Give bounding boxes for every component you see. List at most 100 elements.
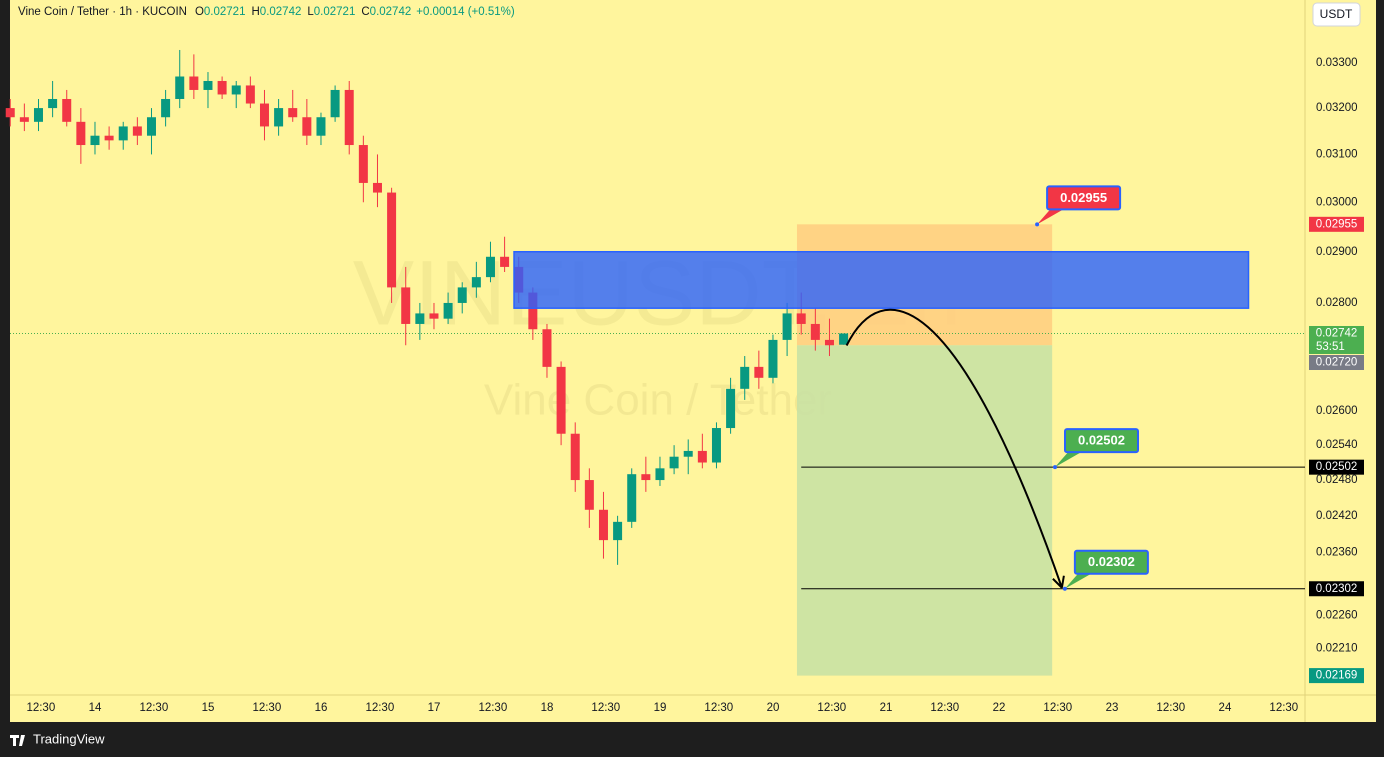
candle-body [655, 468, 665, 481]
x-tick-label: 21 [880, 702, 893, 714]
y-tick-label: 0.02420 [1316, 510, 1358, 522]
candle-body [90, 135, 100, 146]
brand-logo [10, 735, 25, 746]
price-label-box [1309, 459, 1364, 475]
candle-body [344, 89, 354, 146]
candle-body [528, 292, 538, 330]
x-tick-label: 22 [993, 702, 1006, 714]
candle-body [457, 287, 467, 303]
currency-button[interactable] [1312, 2, 1361, 27]
axis-layer: 0.03300 0.03200 0.03100 0.03000 0.02900 0.028… [26, 57, 1364, 714]
y-tick-label: 0.03300 [1316, 57, 1358, 69]
y-tick-label: 0.02260 [1316, 610, 1358, 622]
candle-body [429, 313, 439, 319]
candle-body [231, 85, 241, 95]
y-tick-label: 0.03200 [1316, 102, 1358, 114]
x-tick-label: 12:30 [365, 702, 394, 714]
candle-body [146, 117, 156, 136]
candle-body [288, 108, 298, 118]
candle-body [161, 98, 171, 118]
candle-body [203, 80, 213, 90]
price-label: 0.02720 [1316, 357, 1358, 369]
chart-header: Vine Coin / Tether · 1h · KUCOIN O0.02721… [18, 6, 515, 18]
price-label-box [1309, 216, 1364, 232]
callout-pointer [1037, 208, 1066, 225]
header-c: 0.02742 [370, 6, 412, 18]
candle-body [372, 182, 382, 193]
candle-body [358, 145, 368, 183]
x-tick-label: 12:30 [252, 702, 281, 714]
candle-body [726, 388, 736, 429]
candle-body [683, 450, 693, 457]
candle-body [302, 117, 312, 136]
candle-body [740, 366, 750, 389]
candle-body [189, 76, 199, 90]
candle-body [33, 108, 43, 122]
candle-body [132, 126, 142, 136]
candle-body [556, 366, 566, 434]
candle-body [48, 98, 58, 109]
x-tick-label: 12:30 [591, 702, 620, 714]
header-h-key: H [251, 6, 259, 18]
chart-background [10, 0, 1376, 722]
price-label-box [1309, 354, 1364, 370]
callout-anchor [1062, 586, 1067, 591]
callout-box [1073, 549, 1149, 575]
projection-arrowhead [1052, 575, 1065, 589]
candle-body [697, 450, 707, 463]
x-tick-label: 17 [428, 702, 441, 714]
x-tick-label: 12:30 [478, 702, 507, 714]
currency-label[interactable]: USDT [1320, 7, 1353, 21]
x-tick-label: 19 [654, 702, 667, 714]
x-tick-label: 23 [1106, 702, 1119, 714]
candle-body [641, 474, 651, 481]
candle-body [401, 287, 411, 324]
candle-body [104, 135, 114, 141]
candle-body [316, 117, 326, 136]
x-tick-label: 12:30 [1156, 702, 1185, 714]
y-tick-label: 0.02600 [1316, 405, 1358, 417]
callout-anchor [1052, 465, 1057, 470]
candle-body [471, 277, 481, 288]
y-tick-label: 0.02900 [1316, 246, 1358, 258]
candle-body [542, 329, 552, 367]
candle-body [796, 313, 806, 324]
callout-label: 0.02502 [1078, 433, 1125, 448]
price-label: 0.02742 [1316, 328, 1358, 340]
brand-name: TradingView [33, 731, 105, 746]
footer-bar [0, 722, 1384, 757]
callout-box [1046, 185, 1122, 211]
candle-body [669, 456, 679, 469]
x-tick-label: 12:30 [1269, 702, 1298, 714]
x-tick-label: 14 [89, 702, 102, 714]
price-label: 0.02955 [1316, 218, 1358, 230]
candle-body [5, 108, 15, 118]
x-tick-label: 12:30 [139, 702, 168, 714]
y-tick-label: 0.02800 [1316, 297, 1358, 309]
candle-body [754, 366, 764, 378]
candle-body [175, 76, 185, 99]
header-l: 0.02721 [314, 6, 356, 18]
supply-zone [513, 250, 1250, 309]
candle-body [810, 323, 820, 340]
watermark-name: Vine Coin / Tether [484, 376, 832, 425]
candle-body [485, 256, 495, 278]
candle-body [330, 89, 340, 118]
price-label-box [1309, 668, 1364, 684]
callout-label: 0.02302 [1088, 554, 1135, 569]
candle-body [259, 103, 269, 127]
header-h: 0.02742 [260, 6, 302, 18]
candle-body [824, 339, 834, 346]
x-tick-label: 15 [202, 702, 215, 714]
candle-body [415, 313, 425, 324]
candle-body [627, 474, 637, 522]
candle-body [118, 126, 128, 141]
main-layer [5, 49, 849, 565]
candle-body [613, 521, 623, 541]
candle-body [443, 302, 453, 319]
x-tick-label: 24 [1219, 702, 1232, 714]
y-tick-label: 0.03100 [1316, 148, 1358, 160]
price-countdown: 53:51 [1316, 341, 1345, 353]
y-tick-label: 0.02360 [1316, 546, 1358, 558]
